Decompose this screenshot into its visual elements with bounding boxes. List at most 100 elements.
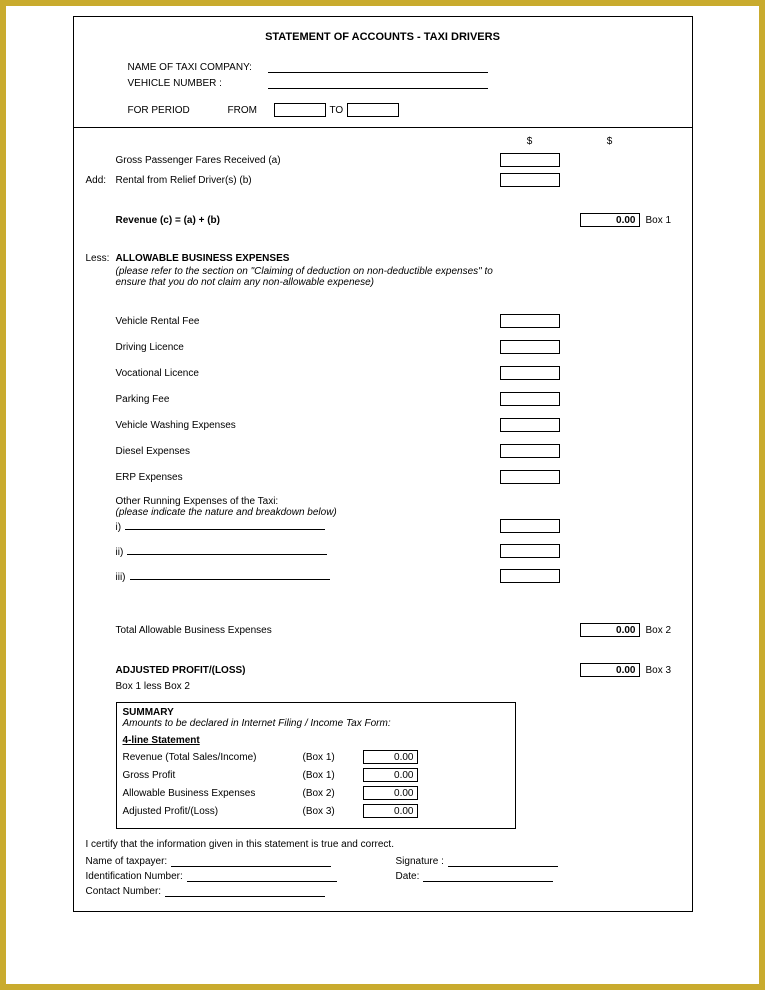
summary-label-2: Allowable Business Expenses — [123, 788, 303, 799]
vehicle-field[interactable] — [268, 77, 488, 89]
other-running-label: Other Running Expenses of the Taxi: — [116, 496, 495, 507]
driving-licence-input[interactable] — [500, 340, 560, 354]
footer-row-2: Identification Number: Date: — [86, 871, 680, 882]
revenue-value: 0.00 — [580, 213, 640, 227]
vocational-licence-label: Vocational Licence — [116, 368, 500, 379]
signature-field[interactable] — [448, 857, 558, 867]
box3-label: Box 3 — [640, 665, 680, 676]
summary-title: SUMMARY — [123, 707, 509, 718]
summary-box: SUMMARY Amounts to be declared in Intern… — [116, 702, 516, 829]
summary-label-3: Adjusted Profit/(Loss) — [123, 806, 303, 817]
footer-row-1: Name of taxpayer: Signature : — [86, 856, 680, 867]
summary-label-1: Gross Profit — [123, 770, 303, 781]
diesel-row: Diesel Expenses — [86, 444, 680, 458]
adjusted-sub-label: Box 1 less Box 2 — [116, 681, 500, 692]
parking-fee-label: Parking Fee — [116, 394, 500, 405]
summary-row-3: Adjusted Profit/(Loss) (Box 3) 0.00 — [123, 804, 509, 818]
total-allowable-row: Total Allowable Business Expenses 0.00 B… — [86, 623, 680, 637]
adjusted-sub-row: Box 1 less Box 2 — [86, 681, 680, 692]
total-allowable-label: Total Allowable Business Expenses — [116, 625, 500, 636]
add-prefix: Add: — [86, 175, 116, 186]
parking-fee-row: Parking Fee — [86, 392, 680, 406]
other-iii-row: iii) — [86, 568, 680, 583]
vehicle-row: VEHICLE NUMBER : — [86, 77, 680, 89]
parking-fee-input[interactable] — [500, 392, 560, 406]
currency-header: $ $ — [86, 136, 680, 147]
washing-input[interactable] — [500, 418, 560, 432]
form-title: STATEMENT OF ACCOUNTS - TAXI DRIVERS — [86, 31, 680, 43]
id-number-label: Identification Number: — [86, 871, 183, 882]
summary-val-2: 0.00 — [363, 786, 418, 800]
certify-text: I certify that the information given in … — [86, 839, 680, 850]
from-input[interactable] — [274, 103, 326, 117]
contact-number-field[interactable] — [165, 887, 325, 897]
erp-input[interactable] — [500, 470, 560, 484]
dollar-2: $ — [580, 136, 640, 147]
summary-val-1: 0.00 — [363, 768, 418, 782]
vehicle-rental-label: Vehicle Rental Fee — [116, 316, 500, 327]
id-number-field[interactable] — [187, 872, 337, 882]
erp-label: ERP Expenses — [116, 472, 500, 483]
summary-box-3: (Box 3) — [303, 806, 363, 817]
other-running-note: (please indicate the nature and breakdow… — [116, 507, 495, 518]
vocational-licence-row: Vocational Licence — [86, 366, 680, 380]
allowable-title: ALLOWABLE BUSINESS EXPENSES — [116, 253, 495, 264]
from-label: FROM — [228, 105, 274, 116]
gross-fares-input[interactable] — [500, 153, 560, 167]
erp-row: ERP Expenses — [86, 470, 680, 484]
summary-row-0: Revenue (Total Sales/Income) (Box 1) 0.0… — [123, 750, 509, 764]
summary-val-3: 0.00 — [363, 804, 418, 818]
summary-row-1: Gross Profit (Box 1) 0.00 — [123, 768, 509, 782]
other-running-row: Other Running Expenses of the Taxi: (ple… — [86, 496, 680, 533]
other-iii-input[interactable] — [500, 569, 560, 583]
gross-fares-row: Gross Passenger Fares Received (a) — [86, 153, 680, 167]
company-row: NAME OF TAXI COMPANY: — [86, 61, 680, 73]
diesel-input[interactable] — [500, 444, 560, 458]
other-i-label: i) — [116, 522, 122, 533]
period-label: FOR PERIOD — [128, 105, 228, 116]
summary-box-0: (Box 1) — [303, 752, 363, 763]
summary-subtitle: Amounts to be declared in Internet Filin… — [123, 718, 509, 729]
adjusted-profit-row: ADJUSTED PROFIT/(LOSS) 0.00 Box 3 — [86, 663, 680, 677]
form-container: STATEMENT OF ACCOUNTS - TAXI DRIVERS NAM… — [73, 16, 693, 912]
to-input[interactable] — [347, 103, 399, 117]
summary-row-2: Allowable Business Expenses (Box 2) 0.00 — [123, 786, 509, 800]
box2-label: Box 2 — [640, 625, 680, 636]
diesel-label: Diesel Expenses — [116, 446, 500, 457]
summary-label-0: Revenue (Total Sales/Income) — [123, 752, 303, 763]
box1-label: Box 1 — [640, 215, 680, 226]
other-i-field[interactable] — [125, 518, 325, 530]
vehicle-rental-row: Vehicle Rental Fee — [86, 314, 680, 328]
vocational-licence-input[interactable] — [500, 366, 560, 380]
taxpayer-name-field[interactable] — [171, 857, 331, 867]
summary-box-2: (Box 2) — [303, 788, 363, 799]
date-label: Date: — [396, 871, 420, 882]
to-label: TO — [330, 105, 344, 116]
company-label: NAME OF TAXI COMPANY: — [128, 62, 268, 73]
date-field[interactable] — [423, 872, 553, 882]
washing-label: Vehicle Washing Expenses — [116, 420, 500, 431]
other-iii-field[interactable] — [130, 568, 330, 580]
rental-relief-input[interactable] — [500, 173, 560, 187]
summary-val-0: 0.00 — [363, 750, 418, 764]
washing-row: Vehicle Washing Expenses — [86, 418, 680, 432]
other-i-input[interactable] — [500, 519, 560, 533]
footer-row-3: Contact Number: — [86, 886, 680, 897]
other-iii-label: iii) — [116, 572, 126, 583]
rental-relief-label: Rental from Relief Driver(s) (b) — [116, 175, 500, 186]
adjusted-profit-label: ADJUSTED PROFIT/(LOSS) — [116, 665, 495, 676]
period-row: FOR PERIOD FROM TO — [86, 103, 680, 117]
revenue-label: Revenue (c) = (a) + (b) — [116, 215, 500, 226]
adjusted-profit-value: 0.00 — [580, 663, 640, 677]
summary-section: 4-line Statement — [123, 735, 509, 746]
vehicle-rental-input[interactable] — [500, 314, 560, 328]
company-field[interactable] — [268, 61, 488, 73]
vehicle-label: VEHICLE NUMBER : — [128, 78, 268, 89]
dollar-1: $ — [500, 136, 560, 147]
other-ii-input[interactable] — [500, 544, 560, 558]
other-ii-field[interactable] — [127, 543, 327, 555]
allowable-note: (please refer to the section on "Claimin… — [116, 266, 495, 288]
other-ii-row: ii) — [86, 543, 680, 558]
less-prefix: Less: — [86, 253, 116, 264]
summary-box-1: (Box 1) — [303, 770, 363, 781]
